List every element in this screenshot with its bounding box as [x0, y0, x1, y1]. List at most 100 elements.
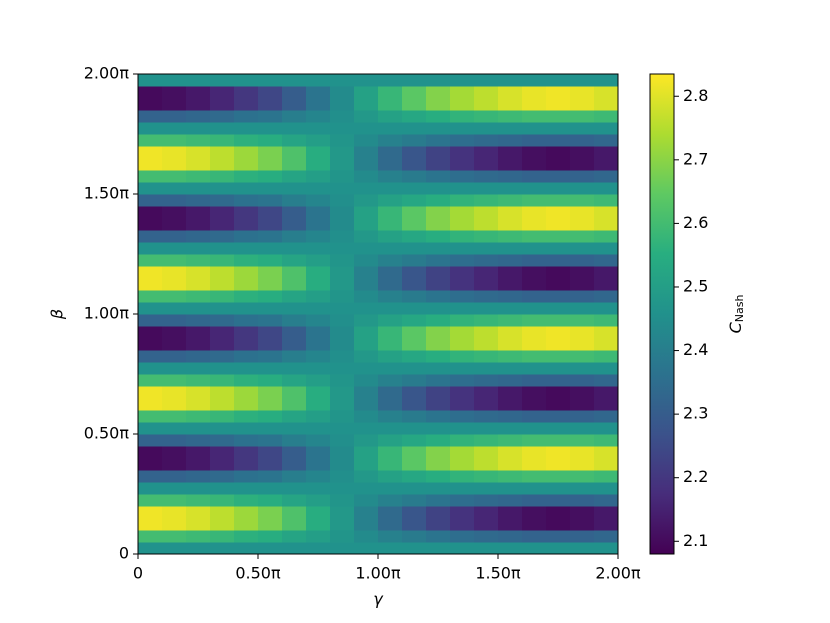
heatmap-cell: [498, 278, 523, 291]
heatmap-cell: [498, 86, 523, 99]
heatmap-cell: [186, 398, 211, 411]
heatmap-cell: [450, 98, 475, 111]
heatmap-cell: [378, 386, 403, 399]
heatmap-cell: [378, 410, 403, 423]
heatmap-cell: [282, 410, 307, 423]
heatmap-cell: [570, 242, 595, 255]
heatmap-cell: [450, 206, 475, 219]
heatmap-cell: [186, 206, 211, 219]
heatmap-cell: [402, 146, 427, 159]
heatmap-cell: [426, 314, 451, 327]
heatmap-cell: [138, 494, 163, 507]
heatmap-cell: [450, 470, 475, 483]
heatmap-cell: [570, 446, 595, 459]
heatmap-cell: [450, 530, 475, 543]
heatmap-cell: [354, 74, 379, 87]
heatmap-cell: [138, 314, 163, 327]
heatmap-cell: [210, 386, 235, 399]
heatmap-cell: [282, 362, 307, 375]
heatmap-cell: [426, 98, 451, 111]
heatmap-cell: [378, 98, 403, 111]
heatmap-cell: [378, 266, 403, 279]
heatmap-cell: [138, 110, 163, 123]
heatmap-cell: [330, 458, 355, 471]
heatmap-cell: [546, 470, 571, 483]
heatmap-cell: [330, 86, 355, 99]
heatmap-cell: [498, 470, 523, 483]
heatmap-cell: [522, 266, 547, 279]
heatmap-cell: [402, 254, 427, 267]
heatmap-cell: [450, 362, 475, 375]
heatmap-cell: [306, 386, 331, 399]
heatmap-cell: [162, 86, 187, 99]
heatmap-cell: [498, 146, 523, 159]
heatmap-cell: [210, 482, 235, 495]
heatmap-cell: [402, 518, 427, 531]
heatmap-cell: [594, 206, 619, 219]
heatmap-cell: [354, 458, 379, 471]
heatmap-cell: [498, 182, 523, 195]
heatmap-cell: [354, 170, 379, 183]
heatmap-cell: [474, 158, 499, 171]
heatmap-cell: [498, 302, 523, 315]
heatmap-cell: [450, 218, 475, 231]
heatmap-cell: [234, 482, 259, 495]
heatmap-cell: [426, 338, 451, 351]
heatmap-cell: [594, 458, 619, 471]
heatmap-cell: [546, 542, 571, 555]
heatmap-cell: [258, 326, 283, 339]
heatmap-cell: [546, 362, 571, 375]
heatmap-cell: [450, 146, 475, 159]
heatmap-cell: [258, 110, 283, 123]
heatmap-cell: [474, 254, 499, 267]
heatmap-cell: [522, 398, 547, 411]
heatmap-cell: [498, 290, 523, 303]
heatmap-cell: [378, 338, 403, 351]
heatmap-cell: [306, 122, 331, 135]
heatmap-cell: [450, 194, 475, 207]
heatmap-cell: [498, 482, 523, 495]
heatmap-cell: [570, 86, 595, 99]
heatmap-cell: [306, 398, 331, 411]
heatmap-cell: [450, 374, 475, 387]
heatmap-cell: [234, 362, 259, 375]
heatmap-cell: [474, 302, 499, 315]
heatmap-cell: [354, 446, 379, 459]
heatmap-cell: [210, 302, 235, 315]
heatmap-cell: [282, 398, 307, 411]
heatmap-cell: [570, 122, 595, 135]
heatmap-cell: [450, 398, 475, 411]
heatmap-cell: [378, 134, 403, 147]
heatmap-cell: [186, 470, 211, 483]
heatmap-cell: [546, 74, 571, 87]
heatmap-cell: [354, 518, 379, 531]
heatmap-cell: [162, 314, 187, 327]
heatmap-cell: [234, 230, 259, 243]
heatmap-cell: [186, 110, 211, 123]
heatmap-cell: [402, 194, 427, 207]
heatmap-cell: [306, 362, 331, 375]
heatmap-cell: [474, 470, 499, 483]
heatmap-cell: [186, 158, 211, 171]
heatmap-cell: [426, 350, 451, 363]
heatmap-cell: [546, 410, 571, 423]
heatmap-cell: [186, 314, 211, 327]
heatmap-cell: [570, 290, 595, 303]
colorbar: [649, 73, 675, 555]
heatmap-cell: [594, 158, 619, 171]
heatmap-cell: [474, 374, 499, 387]
heatmap-cell: [282, 86, 307, 99]
y-tick-label: 1.50π: [84, 184, 130, 203]
heatmap-cell: [498, 134, 523, 147]
heatmap-cell: [402, 206, 427, 219]
heatmap-cell: [354, 314, 379, 327]
heatmap-cell: [258, 86, 283, 99]
heatmap-cell: [450, 110, 475, 123]
heatmap-cell: [522, 470, 547, 483]
heatmap-cell: [570, 266, 595, 279]
heatmap-cell: [138, 362, 163, 375]
heatmap-cell: [498, 422, 523, 435]
heatmap-cell: [234, 542, 259, 555]
heatmap-cell: [474, 362, 499, 375]
heatmap-cell: [522, 422, 547, 435]
